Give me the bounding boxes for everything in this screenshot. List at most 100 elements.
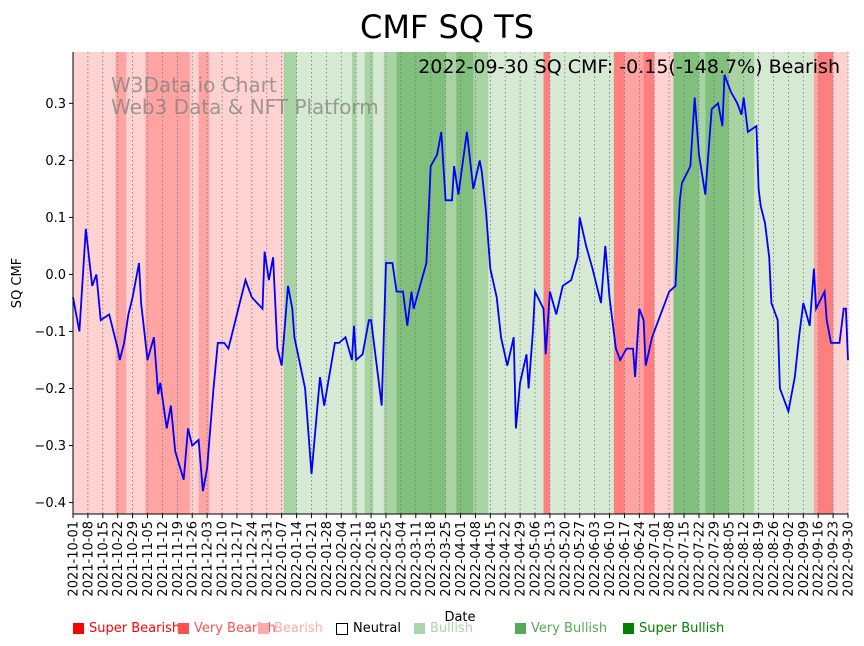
legend-label: Very Bearish <box>194 621 276 636</box>
legend-label: Neutral <box>353 621 401 636</box>
legend-swatch <box>336 622 348 635</box>
x-tick-label: 2021-12-24 <box>245 521 260 597</box>
y-tick-label: −0.1 <box>34 325 66 340</box>
watermark-line-2: Web3 Data & NFT Platform <box>111 95 379 119</box>
x-tick-label: 2022-03-25 <box>439 521 454 597</box>
annotation: 2022-09-30 SQ CMF: -0.15(-148.7%) Bearis… <box>418 56 840 78</box>
legend-item-super-bearish: Super Bearish <box>73 621 180 636</box>
x-tick-label: 2022-04-08 <box>469 521 484 597</box>
x-tick-label: 2022-05-06 <box>529 521 544 597</box>
x-tick-label: 2022-08-26 <box>767 521 782 597</box>
x-tick-label: 2021-10-15 <box>96 521 111 597</box>
regime-band-very-bearish <box>145 52 191 514</box>
legend-swatch <box>258 623 269 634</box>
regime-band-very-bullish <box>364 52 374 514</box>
legend-label: Super Bullish <box>639 621 725 636</box>
regime-band-bullish <box>754 52 815 514</box>
x-tick-label: 2022-02-18 <box>365 521 380 597</box>
x-tick-label: 2021-11-12 <box>156 521 171 597</box>
y-tick-label: 0.1 <box>45 211 66 226</box>
chart-title: CMF SQ TS <box>360 8 534 46</box>
x-tick-label: 2022-09-16 <box>812 521 827 597</box>
x-tick-label: 2022-02-25 <box>379 521 394 597</box>
legend-swatch <box>414 623 425 634</box>
x-tick-label: 2021-11-05 <box>141 521 156 597</box>
regime-band-bearish <box>190 52 200 514</box>
x-tick-label: 2021-11-26 <box>186 521 201 597</box>
regime-band-very-bullish <box>698 52 706 514</box>
sq-cmf-line <box>72 74 849 492</box>
grid-lines <box>72 52 849 514</box>
regime-band-bearish <box>73 52 117 514</box>
regime-band-very-bearish <box>115 52 127 514</box>
x-tick-label: 2022-04-22 <box>499 521 514 597</box>
x-tick-label: 2022-02-11 <box>350 521 365 597</box>
x-tick-label: 2021-12-10 <box>216 521 231 597</box>
y-tick-label: 0.2 <box>45 154 66 169</box>
regime-band-very-bullish <box>728 52 755 514</box>
regime-band-bullish <box>549 52 615 514</box>
x-tick-label: 2022-07-22 <box>692 521 707 597</box>
x-tick-label: 2022-04-29 <box>514 521 529 597</box>
legend-swatch <box>623 623 634 634</box>
legend-item-super-bullish: Super Bullish <box>623 621 724 636</box>
legend-item-neutral: Neutral <box>336 621 401 636</box>
x-tick-label: 2021-12-03 <box>201 521 216 597</box>
x-tick-label: 2022-02-04 <box>335 521 350 597</box>
x-tick-label: 2022-08-19 <box>752 521 767 597</box>
y-axis-label: SQ CMF <box>10 258 25 308</box>
legend-item-bullish: Bullish <box>414 621 473 636</box>
x-tick-label: 2022-04-15 <box>484 521 499 597</box>
regime-band-very-bearish <box>813 52 819 514</box>
regime-band-very-bearish <box>198 52 210 514</box>
x-tick-label: 2022-06-10 <box>603 521 618 597</box>
legend-label: Very Bullish <box>531 621 608 636</box>
regime-band-very-bearish <box>624 52 632 514</box>
x-tick-label: 2022-06-17 <box>618 521 633 597</box>
regime-band-very-bullish <box>351 52 357 514</box>
regime-band-super-bullish <box>456 52 474 514</box>
legend-swatch <box>515 623 526 634</box>
x-tick-label: 2022-01-28 <box>320 521 335 597</box>
x-tick-label: 2022-05-13 <box>543 521 558 597</box>
regime-band-bullish <box>296 52 353 514</box>
regime-band-super-bearish <box>613 52 625 514</box>
x-tick-label: 2022-07-29 <box>707 521 722 597</box>
x-tick-label: 2021-12-17 <box>230 521 245 597</box>
x-tick-label: 2021-10-22 <box>111 521 126 597</box>
x-tick-label: 2022-03-11 <box>409 521 424 597</box>
x-tick-label: 2022-08-05 <box>722 521 737 597</box>
legend-label: Bearish <box>274 621 323 636</box>
regime-band-bearish <box>833 52 849 514</box>
x-tick-label: 2022-07-08 <box>663 521 678 597</box>
y-tick-label: −0.4 <box>34 496 66 511</box>
regime-bands <box>73 52 849 514</box>
regime-band-very-bullish <box>445 52 457 514</box>
legend-swatch <box>73 623 84 634</box>
y-tick-label: −0.3 <box>34 439 66 454</box>
y-tick-label: 0.0 <box>45 268 66 283</box>
legend-item-very-bearish: Very Bearish <box>178 621 276 636</box>
x-tick-label: 2022-01-07 <box>275 521 290 597</box>
legend-item-very-bullish: Very Bullish <box>515 621 607 636</box>
x-tick-label: 2021-10-08 <box>81 521 96 597</box>
watermark-line-1: W3Data.io Chart <box>111 73 277 97</box>
regime-band-very-bullish <box>383 52 398 514</box>
regime-band-bearish <box>654 52 674 514</box>
legend-swatch <box>178 623 189 634</box>
legend-label: Super Bearish <box>89 621 181 636</box>
regime-band-super-bearish <box>543 52 551 514</box>
x-tick-label: 2021-12-31 <box>260 521 275 597</box>
x-tick-label: 2021-11-19 <box>171 521 186 597</box>
x-tick-label: 2022-05-27 <box>573 521 588 597</box>
regime-band-super-bullish <box>673 52 700 514</box>
x-tick-label: 2022-03-04 <box>394 521 409 597</box>
x-tick-label: 2022-08-12 <box>737 521 752 597</box>
regime-band-very-bullish <box>283 52 298 514</box>
x-tick-label: 2022-09-02 <box>782 521 797 597</box>
x-tick-label: 2022-04-01 <box>454 521 469 597</box>
x-tick-label: 2022-05-20 <box>558 521 573 597</box>
legend-label: Bullish <box>430 621 474 636</box>
x-tick-label: 2022-09-30 <box>842 521 857 597</box>
